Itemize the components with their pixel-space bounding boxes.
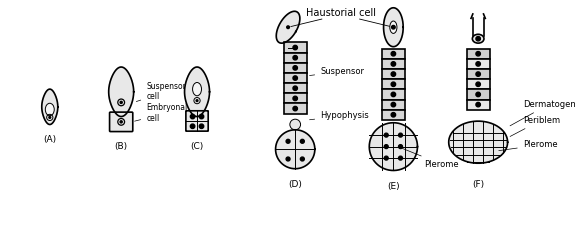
Circle shape <box>391 113 396 117</box>
Polygon shape <box>276 11 300 43</box>
Text: Hypophysis: Hypophysis <box>310 111 369 120</box>
Circle shape <box>476 92 480 97</box>
Circle shape <box>399 145 403 149</box>
Circle shape <box>384 133 388 137</box>
FancyBboxPatch shape <box>283 93 307 104</box>
Circle shape <box>199 114 204 119</box>
Circle shape <box>392 25 395 29</box>
Circle shape <box>293 96 297 101</box>
Text: (E): (E) <box>387 182 400 191</box>
Text: Suspensor: Suspensor <box>310 67 364 76</box>
Circle shape <box>293 66 297 70</box>
Circle shape <box>476 62 480 66</box>
Circle shape <box>293 45 297 50</box>
Polygon shape <box>184 67 210 117</box>
FancyBboxPatch shape <box>382 110 405 120</box>
Circle shape <box>300 139 304 143</box>
Text: (D): (D) <box>288 180 302 189</box>
Circle shape <box>476 82 480 86</box>
Polygon shape <box>449 121 508 163</box>
Circle shape <box>286 157 290 161</box>
Circle shape <box>196 100 198 102</box>
Circle shape <box>300 157 304 161</box>
FancyBboxPatch shape <box>467 69 490 79</box>
Circle shape <box>293 86 297 90</box>
Circle shape <box>384 156 388 160</box>
Circle shape <box>286 139 290 143</box>
Circle shape <box>190 114 195 119</box>
FancyBboxPatch shape <box>109 112 133 131</box>
Text: Dermatogen: Dermatogen <box>510 100 576 126</box>
FancyBboxPatch shape <box>283 73 307 83</box>
Ellipse shape <box>193 82 201 96</box>
FancyBboxPatch shape <box>283 83 307 93</box>
Circle shape <box>49 117 51 118</box>
FancyBboxPatch shape <box>283 53 307 63</box>
FancyBboxPatch shape <box>283 43 307 53</box>
Polygon shape <box>384 8 403 47</box>
Circle shape <box>293 76 297 80</box>
Text: (C): (C) <box>190 142 204 151</box>
Ellipse shape <box>45 103 54 116</box>
Polygon shape <box>109 67 134 117</box>
Text: Plerome: Plerome <box>499 140 558 151</box>
FancyBboxPatch shape <box>467 89 490 100</box>
Circle shape <box>476 37 480 41</box>
FancyBboxPatch shape <box>186 111 208 131</box>
FancyBboxPatch shape <box>382 49 405 59</box>
Text: (F): (F) <box>472 180 484 189</box>
FancyBboxPatch shape <box>283 104 307 114</box>
Polygon shape <box>42 89 58 124</box>
Text: Suspensor
cell: Suspensor cell <box>136 82 186 102</box>
Circle shape <box>476 102 480 107</box>
FancyBboxPatch shape <box>467 59 490 69</box>
FancyBboxPatch shape <box>467 100 490 110</box>
FancyBboxPatch shape <box>283 63 307 73</box>
FancyBboxPatch shape <box>382 89 405 100</box>
FancyBboxPatch shape <box>382 100 405 110</box>
FancyBboxPatch shape <box>382 59 405 69</box>
Circle shape <box>190 124 195 128</box>
Text: (A): (A) <box>43 135 56 144</box>
FancyBboxPatch shape <box>382 69 405 79</box>
FancyBboxPatch shape <box>467 79 490 89</box>
Circle shape <box>476 52 480 56</box>
FancyBboxPatch shape <box>382 79 405 89</box>
Circle shape <box>120 101 122 103</box>
Circle shape <box>293 56 297 60</box>
Circle shape <box>476 72 480 76</box>
FancyBboxPatch shape <box>467 49 490 59</box>
Circle shape <box>391 62 396 66</box>
Text: Plerome: Plerome <box>400 148 459 169</box>
Circle shape <box>290 119 300 130</box>
Circle shape <box>399 156 403 160</box>
Circle shape <box>399 133 403 137</box>
Polygon shape <box>275 130 315 169</box>
Circle shape <box>384 145 388 149</box>
Circle shape <box>293 106 297 111</box>
Circle shape <box>391 102 396 107</box>
Polygon shape <box>370 123 417 171</box>
Text: Embryonal
cell: Embryonal cell <box>134 103 187 123</box>
Circle shape <box>391 52 396 56</box>
Ellipse shape <box>473 34 484 43</box>
Circle shape <box>391 92 396 97</box>
Circle shape <box>199 124 204 128</box>
Circle shape <box>391 72 396 76</box>
Text: Periblem: Periblem <box>510 116 560 136</box>
Text: Haustorial cell: Haustorial cell <box>306 8 376 18</box>
Ellipse shape <box>390 21 397 33</box>
Circle shape <box>391 82 396 86</box>
Circle shape <box>287 26 289 29</box>
Text: (B): (B) <box>115 142 127 151</box>
Circle shape <box>120 121 122 123</box>
